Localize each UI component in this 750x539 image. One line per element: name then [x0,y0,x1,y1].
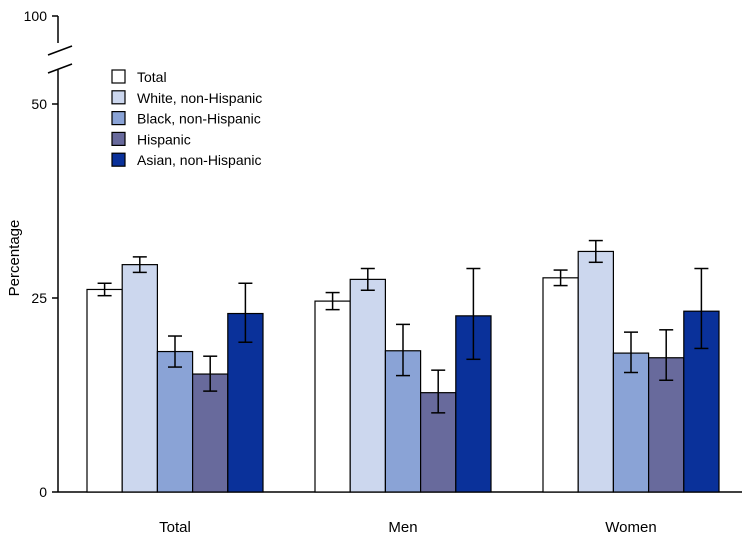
bar [349,278,387,493]
bar [156,350,194,493]
legend-swatch [111,131,126,146]
bar [192,373,229,493]
bars [86,250,720,493]
axis-break-mark [47,63,73,74]
legend-label: Total [137,69,167,85]
legend: Total White, non-Hispanic Black, non-Hispa… [111,69,262,168]
bar [542,277,579,493]
legend-label: Asian, non-Hispanic [137,152,262,168]
y-tick-label: 100 [24,8,48,24]
bar [121,264,158,493]
y-tick-label: 25 [31,290,47,306]
error-bars [97,239,709,414]
legend-label: Hispanic [137,131,191,147]
bar [612,352,650,493]
x-category-label: Men [388,519,417,536]
axis-break-mark [47,45,73,56]
x-category-label: Women [605,519,656,536]
legend-label: White, non-Hispanic [137,90,262,106]
x-category-label: Total [159,519,191,536]
legend-swatch [111,90,126,105]
y-axis-title: Percentage [6,220,23,297]
bar [227,312,264,493]
legend-swatch [111,152,126,167]
y-tick-label: 0 [39,484,47,500]
legend-label: Black, non-Hispanic [137,111,261,127]
y-tick-label: 50 [31,96,47,112]
legend-swatch [111,110,126,126]
legend-swatch [111,69,126,84]
bar [314,300,351,493]
bar [577,250,615,493]
bar [86,288,123,493]
